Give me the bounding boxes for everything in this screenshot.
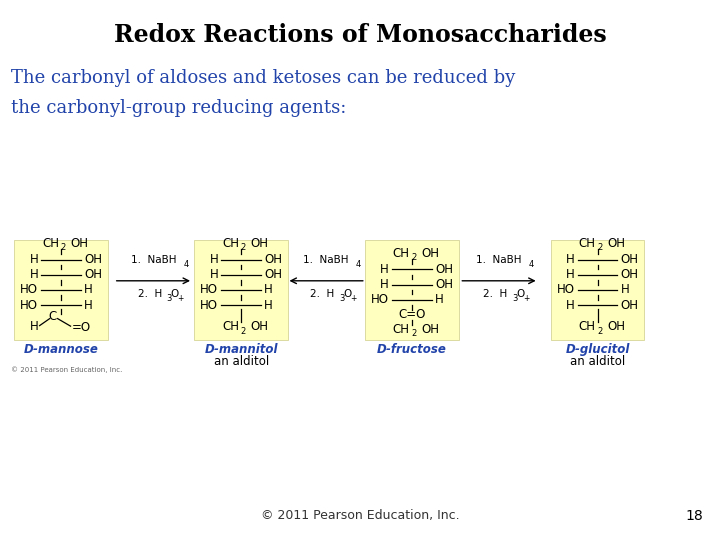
Text: O: O [171, 289, 179, 299]
Text: 1.  NaBH: 1. NaBH [476, 255, 522, 265]
Text: 2.  H: 2. H [138, 289, 162, 299]
Text: CH: CH [42, 237, 59, 250]
Text: 3: 3 [166, 294, 172, 303]
Text: the carbonyl-group reducing agents:: the carbonyl-group reducing agents: [11, 99, 346, 117]
Text: +: + [351, 294, 356, 303]
Text: H: H [566, 268, 575, 281]
Text: H: H [210, 268, 218, 281]
FancyBboxPatch shape [194, 240, 288, 340]
Text: CH: CH [222, 320, 239, 333]
Text: OH: OH [421, 323, 439, 336]
Text: OH: OH [251, 320, 269, 333]
Text: H: H [84, 284, 93, 296]
Text: D-mannitol: D-mannitol [204, 343, 278, 356]
Text: OH: OH [607, 237, 625, 250]
Text: OH: OH [435, 263, 453, 276]
Text: 18: 18 [686, 509, 703, 523]
Text: C: C [48, 310, 57, 323]
Text: H: H [30, 320, 38, 333]
Text: 2: 2 [597, 244, 603, 252]
Text: +: + [523, 294, 529, 303]
Text: D-fructose: D-fructose [377, 343, 447, 356]
Text: 2.  H: 2. H [310, 289, 335, 299]
Text: 2: 2 [597, 327, 603, 335]
Text: H: H [566, 253, 575, 266]
Text: HO: HO [20, 284, 38, 296]
Text: an alditol: an alditol [570, 355, 625, 368]
Text: 1.  NaBH: 1. NaBH [303, 255, 349, 265]
Text: © 2011 Pearson Education, Inc.: © 2011 Pearson Education, Inc. [261, 509, 459, 522]
Text: 4: 4 [356, 260, 361, 269]
Text: H: H [435, 293, 444, 306]
Text: H: H [30, 268, 38, 281]
Text: OH: OH [621, 299, 639, 312]
Text: OH: OH [435, 278, 453, 291]
Text: OH: OH [71, 237, 89, 250]
Text: HO: HO [20, 299, 38, 312]
Text: OH: OH [84, 253, 102, 266]
Text: OH: OH [607, 320, 625, 333]
Text: HO: HO [200, 299, 218, 312]
Text: © 2011 Pearson Education, Inc.: © 2011 Pearson Education, Inc. [11, 367, 122, 373]
Text: 3: 3 [512, 294, 518, 303]
Text: OH: OH [84, 268, 102, 281]
Text: 2: 2 [240, 244, 246, 252]
Text: H: H [210, 253, 218, 266]
Text: 2: 2 [411, 329, 417, 338]
Text: 3: 3 [339, 294, 345, 303]
Text: an alditol: an alditol [214, 355, 269, 368]
Text: HO: HO [371, 293, 389, 306]
Text: 1.  NaBH: 1. NaBH [130, 255, 176, 265]
Text: 4: 4 [183, 260, 189, 269]
Text: H: H [30, 253, 38, 266]
Text: OH: OH [621, 253, 639, 266]
Text: 2: 2 [240, 327, 246, 335]
Text: OH: OH [421, 247, 439, 260]
FancyBboxPatch shape [14, 240, 108, 340]
Text: CH: CH [392, 247, 410, 260]
Text: OH: OH [621, 268, 639, 281]
Text: OH: OH [251, 237, 269, 250]
Text: CH: CH [392, 323, 410, 336]
Text: C=O: C=O [398, 308, 426, 321]
Text: D-glucitol: D-glucitol [565, 343, 630, 356]
Text: =O: =O [72, 321, 91, 334]
Text: Redox Reactions of Monosaccharides: Redox Reactions of Monosaccharides [114, 23, 606, 47]
Text: O: O [516, 289, 525, 299]
Text: 2.  H: 2. H [483, 289, 508, 299]
Text: H: H [380, 278, 389, 291]
Text: H: H [84, 299, 93, 312]
Text: HO: HO [200, 284, 218, 296]
Text: H: H [380, 263, 389, 276]
Text: +: + [178, 294, 184, 303]
Text: D-mannose: D-mannose [24, 343, 99, 356]
Text: H: H [264, 284, 273, 296]
Text: 2: 2 [60, 244, 66, 252]
Text: H: H [264, 299, 273, 312]
Text: HO: HO [557, 284, 575, 296]
Text: CH: CH [578, 320, 595, 333]
Text: OH: OH [264, 253, 282, 266]
Text: CH: CH [578, 237, 595, 250]
Text: The carbonyl of aldoses and ketoses can be reduced by: The carbonyl of aldoses and ketoses can … [11, 69, 515, 87]
FancyBboxPatch shape [551, 240, 644, 340]
Text: H: H [566, 299, 575, 312]
Text: CH: CH [222, 237, 239, 250]
Text: H: H [621, 284, 629, 296]
Text: OH: OH [264, 268, 282, 281]
Text: 4: 4 [528, 260, 534, 269]
Text: 2: 2 [411, 253, 417, 262]
Text: O: O [343, 289, 352, 299]
FancyBboxPatch shape [365, 240, 459, 340]
